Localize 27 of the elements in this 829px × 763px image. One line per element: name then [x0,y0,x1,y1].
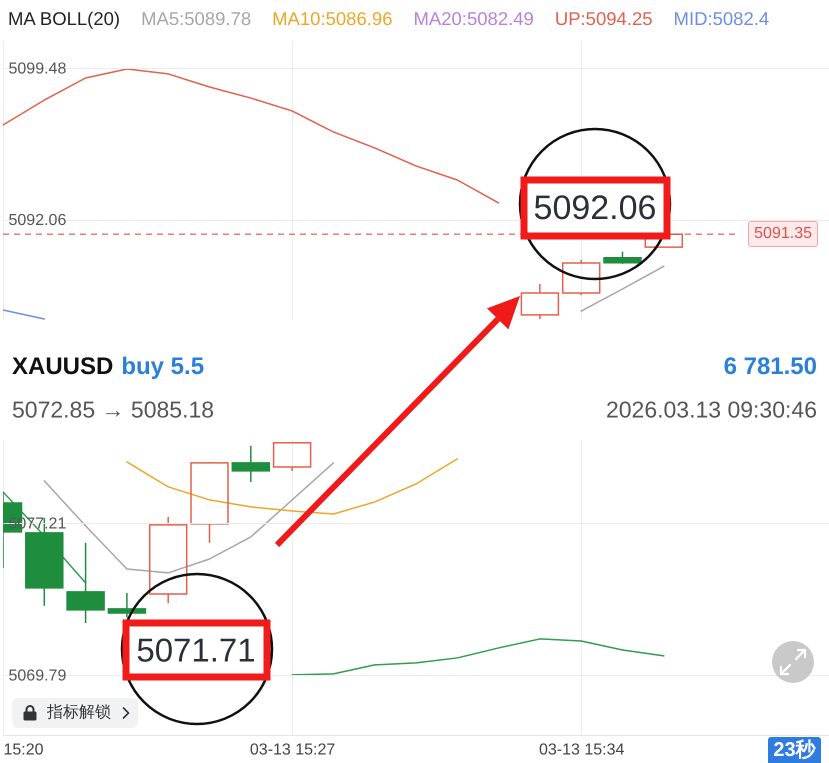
text: MA5:5089.78 [141,8,252,30]
text: 23秒 [768,737,821,763]
y-tick-label: 5099.48 [8,60,66,78]
candlestick [232,445,270,483]
y-tick-label: 5092.06 [8,212,66,230]
y-tick-label: 5069.79 [8,667,66,684]
text: MA10:5086.96 [272,8,392,30]
y-tick-label: 5077.21 [8,516,66,533]
candlestick [66,542,105,624]
annotation: 指标解锁 [47,704,111,721]
legend-label: MA20:5082.49 [413,8,534,30]
button: 指标解锁 [12,698,138,728]
text: MID:5082.4 [674,8,770,30]
legend-title: MA BOLL(20) [8,8,120,30]
annotation: 5071.71 [136,632,256,668]
annotation: 5072.85 → 5085.18 [12,396,214,422]
text: UP:5094.25 [554,8,653,30]
annotation: buy 5.5 [121,353,204,380]
x-tick-label: 03-13 15:27 [250,742,336,758]
annotation: 2026.03.13 09:30:46 [606,396,817,422]
x-tick-label: 03-13 15:34 [538,742,625,758]
ref-line-label: 5091.35 [748,221,818,248]
annotation: 5092.06 [534,189,656,227]
x-tick-label: 15:20 [4,742,44,758]
annotation: XAUUSD [12,353,114,380]
line-series [126,458,458,515]
annotation: 6 781.50 [724,353,817,380]
